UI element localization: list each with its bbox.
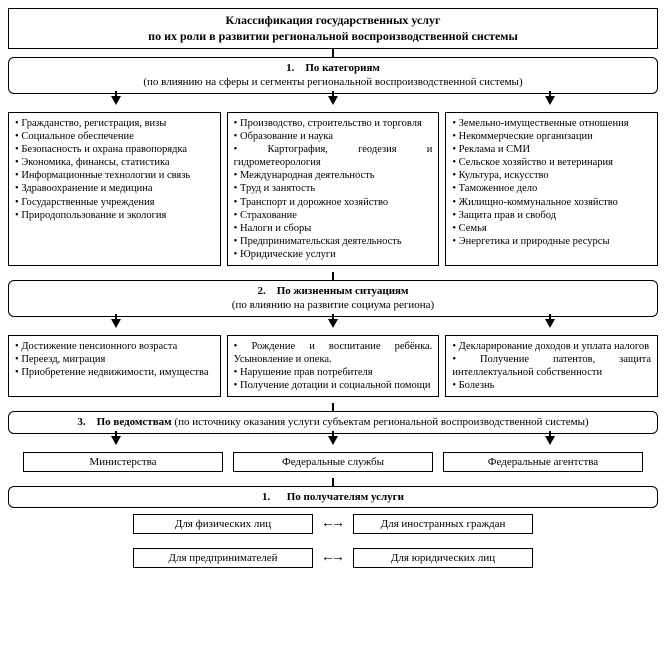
s4-title: По получателям услуги xyxy=(287,491,404,503)
list-item: Труд и занятость xyxy=(234,182,433,195)
list-item: Государственные учреждения xyxy=(15,196,214,209)
s2-col3: Декларирование доходов и уплата налоговП… xyxy=(445,335,658,398)
s2-col1: Достижение пенсионного возрастаПереезд, … xyxy=(8,335,221,398)
list-item: Культура, искусство xyxy=(452,169,651,182)
s3-num: 3. xyxy=(77,416,85,428)
list-item: Защита прав и свобод xyxy=(452,209,651,222)
s3-arrows xyxy=(8,434,658,448)
list-item: Безопасность и охрана правопорядка xyxy=(15,143,214,156)
list-item: Юридические услуги xyxy=(234,248,433,261)
arrow-down-icon xyxy=(545,436,555,445)
list-item: Приобретение недвижимости, имущества xyxy=(15,366,214,379)
s4-tr: Для иностранных граждан xyxy=(353,514,533,534)
list-item: Страхование xyxy=(234,209,433,222)
s1-col2: Производство, строительство и торговляОб… xyxy=(227,112,440,266)
list-item: Некоммерческие организации xyxy=(452,130,651,143)
connector xyxy=(8,49,658,57)
connector xyxy=(8,272,658,280)
s2-num: 2. xyxy=(258,285,266,297)
connector xyxy=(8,478,658,486)
s1-num: 1. xyxy=(286,62,294,74)
s4-bl: Для предпринимателей xyxy=(133,548,313,568)
list-item: Налоги и сборы xyxy=(234,222,433,235)
s1-col3: Земельно-имущественные отношенияНекоммер… xyxy=(445,112,658,266)
list-item: Декларирование доходов и уплата налогов xyxy=(452,340,651,353)
list-item: Получение патентов, защита интеллектуаль… xyxy=(452,353,651,379)
list-item: Болезнь xyxy=(452,379,651,392)
s4-grid: Для физических лиц Для иностранных гражд… xyxy=(8,514,658,568)
s3-box-1: Министерства xyxy=(23,452,223,472)
list-item: Сельское хозяйство и ветеринария xyxy=(452,156,651,169)
main-title-box: Классификация государственных услуг по и… xyxy=(8,8,658,49)
list-item: Образование и наука xyxy=(234,130,433,143)
bi-arrow-icon xyxy=(313,548,353,568)
section2-header: 2. По жизненным ситуациям (по влиянию на… xyxy=(8,280,658,317)
s4-num: 1. xyxy=(262,491,270,503)
section1-header: 1. По категориям (по влиянию на сферы и … xyxy=(8,57,658,94)
s2-col2: Рождение и воспитание ребёнка. Усыновлен… xyxy=(227,335,440,398)
s2-columns: Достижение пенсионного возрастаПереезд, … xyxy=(8,335,658,398)
list-item: Международная деятельность xyxy=(234,169,433,182)
section4-header: 1. По получателям услуги xyxy=(8,486,658,508)
title-line2: по их роли в развитии региональной воспр… xyxy=(17,29,649,45)
s3-title: По ведомствам xyxy=(97,416,172,428)
list-item: Достижение пенсионного возраста xyxy=(15,340,214,353)
s3-sub: (по источнику оказания услуги субъектам … xyxy=(174,416,588,428)
s1-columns: Гражданство, регистрация, визыСоциальное… xyxy=(8,112,658,266)
connector xyxy=(8,403,658,411)
arrow-down-icon xyxy=(111,96,121,105)
list-item: Энергетика и природные ресурсы xyxy=(452,235,651,248)
list-item: Семья xyxy=(452,222,651,235)
arrow-down-icon xyxy=(328,319,338,328)
list-item: Здравоохранение и медицина xyxy=(15,182,214,195)
s1-sub: (по влиянию на сферы и сегменты регионал… xyxy=(143,76,522,88)
arrow-down-icon xyxy=(111,319,121,328)
s4-tl: Для физических лиц xyxy=(133,514,313,534)
arrow-down-icon xyxy=(111,436,121,445)
s3-box-2: Федеральные службы xyxy=(233,452,433,472)
s2-sub: (по влиянию на развитие социума региона) xyxy=(232,299,434,311)
title-line1: Классификация государственных услуг xyxy=(17,13,649,29)
list-item: Переезд, миграция xyxy=(15,353,214,366)
list-item: Гражданство, регистрация, визы xyxy=(15,117,214,130)
list-item: Земельно-имущественные отношения xyxy=(452,117,651,130)
list-item: Таможенное дело xyxy=(452,182,651,195)
list-item: Жилищно-коммунальное хозяйство xyxy=(452,196,651,209)
list-item: Экономика, финансы, статистика xyxy=(15,156,214,169)
list-item: Рождение и воспитание ребёнка. Усыновлен… xyxy=(234,340,433,366)
s2-title: По жизненным ситуациям xyxy=(277,285,409,297)
list-item: Нарушение прав потребителя xyxy=(234,366,433,379)
list-item: Реклама и СМИ xyxy=(452,143,651,156)
list-item: Социальное обеспечение xyxy=(15,130,214,143)
list-item: Производство, строительство и торговля xyxy=(234,117,433,130)
s1-title: По категориям xyxy=(305,62,380,74)
s1-col1: Гражданство, регистрация, визыСоциальное… xyxy=(8,112,221,266)
bi-arrow-icon xyxy=(313,514,353,534)
list-item: Транспорт и дорожное хозяйство xyxy=(234,196,433,209)
list-item: Картография, геодезия и гидрометеорологи… xyxy=(234,143,433,169)
s3-boxes: Министерства Федеральные службы Федераль… xyxy=(8,452,658,472)
arrow-down-icon xyxy=(545,319,555,328)
s1-arrows xyxy=(8,94,658,108)
list-item: Предпринимательская деятельность xyxy=(234,235,433,248)
s2-arrows xyxy=(8,317,658,331)
list-item: Получение дотации и социальной помощи xyxy=(234,379,433,392)
list-item: Природопользование и экология xyxy=(15,209,214,222)
list-item: Информационные технологии и связь xyxy=(15,169,214,182)
arrow-down-icon xyxy=(328,96,338,105)
arrow-down-icon xyxy=(328,436,338,445)
s3-box-3: Федеральные агентства xyxy=(443,452,643,472)
arrow-down-icon xyxy=(545,96,555,105)
s4-br: Для юридических лиц xyxy=(353,548,533,568)
